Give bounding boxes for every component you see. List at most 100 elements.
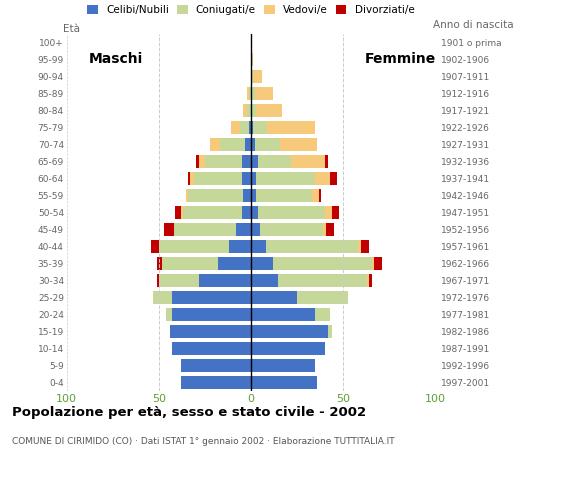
Bar bbox=[278, 274, 367, 287]
Bar bbox=[367, 274, 369, 287]
Bar bbox=[151, 240, 159, 253]
Bar bbox=[251, 325, 328, 338]
Bar bbox=[220, 138, 245, 151]
Bar bbox=[190, 172, 194, 185]
Bar bbox=[280, 138, 317, 151]
Bar bbox=[253, 70, 262, 83]
Bar bbox=[251, 86, 255, 100]
Bar bbox=[166, 308, 172, 321]
Bar bbox=[231, 120, 240, 134]
Text: Popolazione per età, sesso e stato civile - 2002: Popolazione per età, sesso e stato civil… bbox=[12, 406, 366, 419]
Bar bbox=[255, 138, 280, 151]
Bar bbox=[369, 274, 372, 287]
Bar bbox=[260, 223, 322, 236]
Bar bbox=[242, 155, 251, 168]
Bar bbox=[256, 189, 311, 202]
Bar bbox=[251, 291, 297, 304]
Bar bbox=[325, 155, 328, 168]
Bar bbox=[200, 274, 251, 287]
Bar bbox=[245, 138, 251, 151]
Bar bbox=[229, 240, 251, 253]
Bar bbox=[157, 257, 162, 270]
Bar bbox=[273, 257, 372, 270]
Bar bbox=[322, 223, 327, 236]
Bar bbox=[251, 52, 253, 66]
Bar bbox=[291, 155, 325, 168]
Bar bbox=[183, 206, 242, 219]
Bar bbox=[327, 223, 333, 236]
Bar bbox=[374, 257, 382, 270]
Bar bbox=[218, 257, 251, 270]
Bar bbox=[255, 86, 273, 100]
Text: Maschi: Maschi bbox=[89, 52, 143, 66]
Bar bbox=[332, 206, 339, 219]
Bar bbox=[251, 120, 253, 134]
Bar bbox=[251, 206, 258, 219]
Bar bbox=[311, 189, 319, 202]
Bar bbox=[188, 172, 190, 185]
Bar bbox=[170, 325, 251, 338]
Bar bbox=[372, 257, 374, 270]
Bar bbox=[244, 189, 251, 202]
Bar bbox=[175, 206, 181, 219]
Bar bbox=[211, 138, 220, 151]
Bar bbox=[253, 120, 267, 134]
Bar bbox=[256, 104, 282, 117]
Bar bbox=[256, 172, 316, 185]
Bar bbox=[251, 257, 273, 270]
Bar bbox=[251, 155, 258, 168]
Bar bbox=[251, 104, 256, 117]
Bar bbox=[325, 206, 332, 219]
Bar bbox=[194, 172, 242, 185]
Bar bbox=[244, 104, 247, 117]
Bar bbox=[251, 308, 316, 321]
Bar bbox=[251, 172, 256, 185]
Bar bbox=[361, 240, 369, 253]
Bar bbox=[251, 138, 255, 151]
Bar bbox=[258, 206, 325, 219]
Bar bbox=[247, 104, 251, 117]
Bar bbox=[159, 274, 200, 287]
Bar bbox=[200, 155, 205, 168]
Bar bbox=[330, 172, 338, 185]
Bar bbox=[240, 120, 249, 134]
Bar bbox=[358, 240, 361, 253]
Bar bbox=[242, 206, 251, 219]
Bar bbox=[251, 240, 266, 253]
Bar bbox=[267, 120, 316, 134]
Bar bbox=[157, 274, 159, 287]
Text: Femmine: Femmine bbox=[365, 52, 436, 66]
Bar bbox=[236, 223, 251, 236]
Bar bbox=[205, 155, 242, 168]
Text: Anno di nascita: Anno di nascita bbox=[433, 20, 513, 30]
Bar bbox=[251, 376, 317, 389]
Bar bbox=[266, 240, 358, 253]
Bar bbox=[319, 189, 321, 202]
Bar bbox=[251, 223, 260, 236]
Bar bbox=[188, 189, 244, 202]
Bar bbox=[297, 291, 349, 304]
Bar bbox=[316, 172, 330, 185]
Bar bbox=[251, 70, 253, 83]
Legend: Celibi/Nubili, Coniugati/e, Vedovi/e, Divorziati/e: Celibi/Nubili, Coniugati/e, Vedovi/e, Di… bbox=[87, 5, 415, 15]
Bar bbox=[258, 155, 291, 168]
Bar bbox=[181, 359, 251, 372]
Bar bbox=[316, 308, 330, 321]
Bar bbox=[164, 223, 173, 236]
Bar bbox=[328, 325, 332, 338]
Bar bbox=[172, 308, 251, 321]
Bar bbox=[172, 342, 251, 355]
Bar bbox=[195, 155, 200, 168]
Bar bbox=[251, 274, 278, 287]
Bar bbox=[181, 206, 183, 219]
Bar bbox=[162, 257, 218, 270]
Bar bbox=[247, 86, 249, 100]
Bar bbox=[172, 291, 251, 304]
Bar bbox=[242, 172, 251, 185]
Bar bbox=[186, 189, 188, 202]
Bar bbox=[173, 223, 236, 236]
Bar bbox=[251, 342, 325, 355]
Bar bbox=[249, 120, 251, 134]
Text: Età: Età bbox=[63, 24, 80, 34]
Bar bbox=[181, 376, 251, 389]
